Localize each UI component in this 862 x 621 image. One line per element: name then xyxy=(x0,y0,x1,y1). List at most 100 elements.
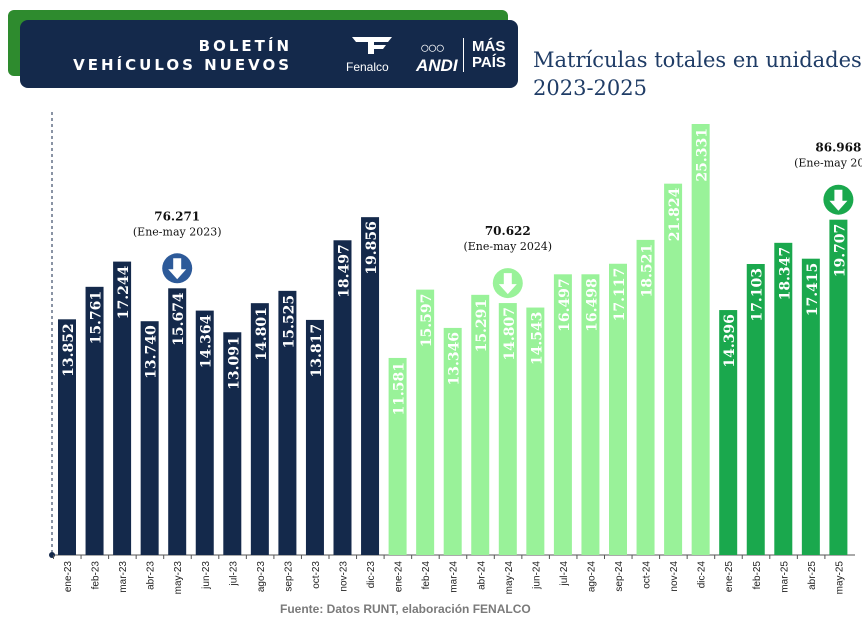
bar-value-label: 21.824 xyxy=(667,187,683,241)
bar-value-label: 14.543 xyxy=(529,312,545,366)
annotation-total: 76.271 xyxy=(154,209,200,223)
bar-jul-24 xyxy=(553,274,572,555)
bar-value-label: 15.291 xyxy=(474,299,490,353)
x-tick-label: ago-23 xyxy=(256,561,267,593)
x-tick-label: ene-24 xyxy=(394,561,405,593)
fenalco-logo-icon xyxy=(352,37,392,54)
bar-nov-23 xyxy=(333,240,352,555)
bar-value-label: 15.525 xyxy=(281,295,297,349)
bar-may-23 xyxy=(168,288,187,555)
bar-feb-25 xyxy=(746,263,765,555)
bar-jun-24 xyxy=(526,307,545,555)
bar-value-label: 19.856 xyxy=(364,221,380,275)
bar-ene-23 xyxy=(58,319,76,555)
andi-logo-icon: ○○○ xyxy=(420,40,445,57)
down-arrow-icon xyxy=(168,258,187,280)
x-tick-label: jun-24 xyxy=(531,561,542,590)
x-tick-label: sep-24 xyxy=(614,561,625,592)
bar-value-label: 14.801 xyxy=(254,307,270,361)
bar-value-label: 18.521 xyxy=(640,244,656,298)
bar-nov-24 xyxy=(664,183,683,555)
bar-mar-25 xyxy=(774,242,793,555)
bar-value-label: 17.415 xyxy=(805,263,821,317)
x-tick-label: ago-24 xyxy=(586,561,597,593)
bar-value-label: 17.117 xyxy=(612,268,628,322)
bar-abr-25 xyxy=(801,258,820,555)
bar-value-label: 11.581 xyxy=(392,362,408,416)
bar-abr-24 xyxy=(471,294,490,555)
bar-value-label: 15.597 xyxy=(419,294,435,348)
x-tick-label: mar-23 xyxy=(118,561,129,593)
bar-ene-24 xyxy=(388,357,407,555)
x-tick-label: feb-25 xyxy=(752,561,763,590)
bar-value-label: 13.817 xyxy=(309,324,325,378)
annotation-period: (Ene-may 2024) xyxy=(463,240,552,253)
bar-value-label: 17.103 xyxy=(750,268,766,322)
bar-may-25 xyxy=(829,219,848,556)
bar-dic-24 xyxy=(691,124,710,555)
bar-mar-23 xyxy=(113,261,132,555)
annotation-total: 86.968 xyxy=(815,141,861,155)
bar-value-label: 15.674 xyxy=(171,292,187,346)
x-tick-label: mar-25 xyxy=(779,561,790,593)
bar-value-label: 17.244 xyxy=(116,265,132,319)
bar-ago-24 xyxy=(581,274,600,555)
andi-logo-text: ANDI xyxy=(416,56,458,75)
x-tick-label: sep-23 xyxy=(283,561,294,592)
bar-value-label: 18.347 xyxy=(777,247,793,301)
x-tick-label: nov-23 xyxy=(339,561,350,592)
header-banner: BOLETÍN VEHÍCULOS NUEVOS Fenalco ○○○ AND… xyxy=(20,20,518,88)
bar-value-label: 14.807 xyxy=(502,307,518,361)
chart-source: Fuente: Datos RUNT, elaboración FENALCO xyxy=(280,602,531,616)
bar-value-label: 16.497 xyxy=(557,278,573,332)
x-tick-label: feb-23 xyxy=(91,561,102,590)
bar-feb-24 xyxy=(416,289,435,555)
bar-may-24 xyxy=(498,303,517,555)
bar-jul-23 xyxy=(223,332,242,555)
bar-abr-23 xyxy=(140,321,159,555)
x-tick-label: jul-23 xyxy=(228,561,239,587)
bar-ene-25 xyxy=(719,310,738,555)
down-arrow-icon xyxy=(498,273,517,295)
bulletin-title-line2: VEHÍCULOS NUEVOS xyxy=(73,56,292,74)
x-tick-label: abr-25 xyxy=(807,561,818,590)
x-tick-label: may-23 xyxy=(173,561,184,595)
x-tick-label: abr-24 xyxy=(476,561,487,590)
logo-divider xyxy=(463,38,464,72)
x-tick-label: ene-25 xyxy=(724,561,735,593)
bar-value-label: 25.331 xyxy=(695,128,711,182)
x-tick-label: feb-24 xyxy=(421,561,432,590)
x-tick-label: jun-23 xyxy=(201,561,212,590)
down-arrow-icon xyxy=(829,189,848,211)
annotation-period: (Ene-may 2025) xyxy=(794,157,862,170)
maspais-logo-line1: MÁS xyxy=(472,38,506,55)
annotation-period: (Ene-may 2023) xyxy=(133,225,222,238)
fenalco-logo-text: Fenalco xyxy=(346,60,389,74)
bar-jun-23 xyxy=(195,310,214,555)
bar-sep-24 xyxy=(609,263,627,555)
x-tick-label: dic-23 xyxy=(366,561,377,589)
bar-sep-23 xyxy=(278,290,297,555)
annotation-total: 70.622 xyxy=(485,224,531,238)
bar-value-label: 16.498 xyxy=(584,278,600,332)
x-tick-label: mar-24 xyxy=(449,561,460,593)
bar-value-label: 15.761 xyxy=(89,291,105,345)
bar-oct-24 xyxy=(636,239,655,555)
x-tick-label: nov-24 xyxy=(669,561,680,592)
bar-value-label: 14.396 xyxy=(722,314,738,368)
chart-title: Matrículas totales en unidades 2023-2025 xyxy=(533,48,862,100)
x-tick-label: dic-24 xyxy=(697,561,708,589)
x-tick-label: may-24 xyxy=(504,561,515,595)
bar-dic-23 xyxy=(361,217,380,555)
bar-feb-23 xyxy=(85,286,104,555)
bar-value-label: 13.740 xyxy=(144,325,160,379)
x-tick-label: oct-23 xyxy=(311,561,322,589)
x-tick-label: may-25 xyxy=(834,561,845,595)
bar-ago-23 xyxy=(250,303,269,555)
maspais-logo-line2: PAÍS xyxy=(472,54,506,71)
bar-value-label: 18.497 xyxy=(337,244,353,298)
x-tick-label: jul-24 xyxy=(559,561,570,587)
bar-value-label: 13.346 xyxy=(447,332,463,386)
x-tick-label: abr-23 xyxy=(146,561,157,590)
